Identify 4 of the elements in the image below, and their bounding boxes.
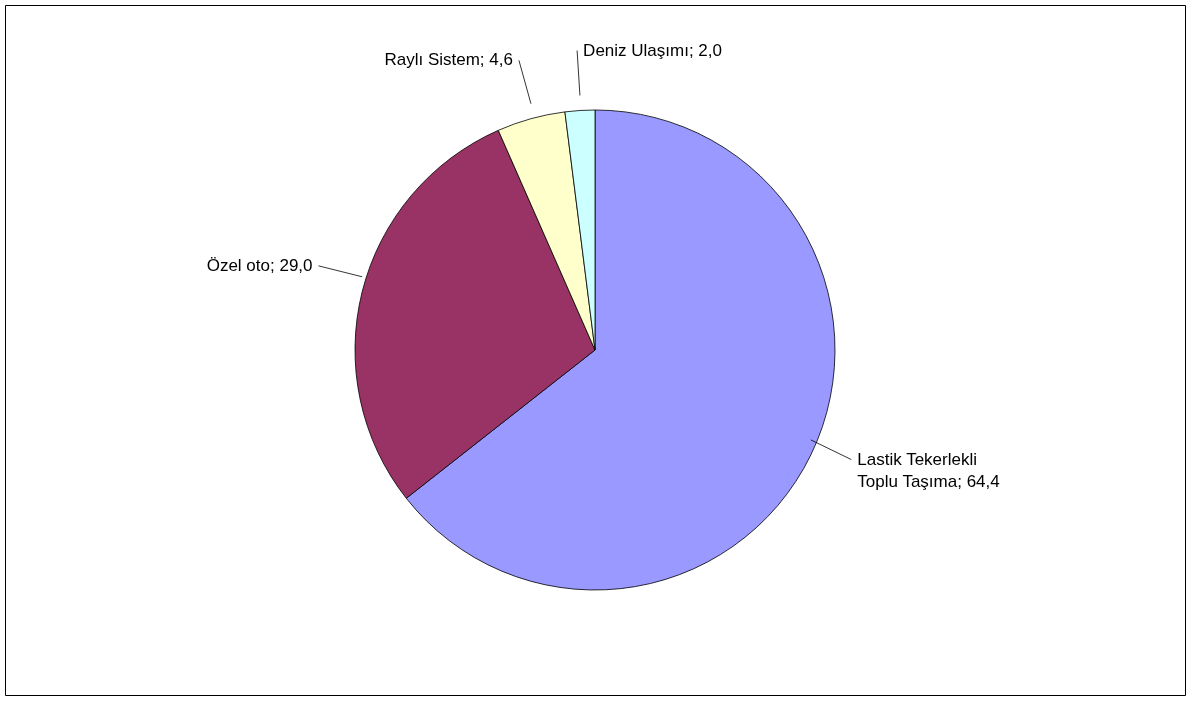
slice-label: Deniz Ulaşımı; 2,0 [583,40,722,60]
slice-label: Raylı Sistem; 4,6 [384,50,513,70]
slice-label: Lastik Tekerlekli Toplu Taşıma; 64,4 [857,449,1000,491]
slice-label: Özel oto; 29,0 [206,255,313,275]
